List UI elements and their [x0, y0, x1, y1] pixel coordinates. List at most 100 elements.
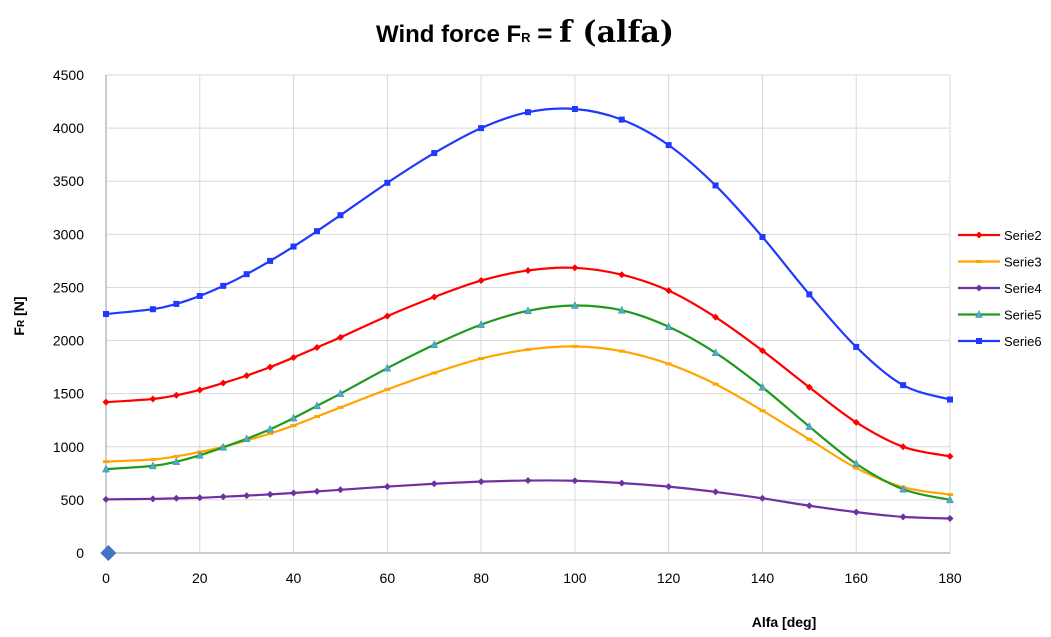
series-line-serie5 — [105, 304, 951, 501]
data-point-serie6 — [431, 150, 438, 157]
data-point-serie4 — [758, 494, 766, 502]
legend-item-serie2: Serie2 — [958, 228, 1042, 243]
data-point-serie5 — [711, 348, 720, 357]
data-point-serie2 — [758, 347, 766, 355]
data-point-serie4 — [852, 508, 860, 516]
data-point-serie3 — [618, 349, 625, 353]
x-tick-label: 100 — [563, 570, 587, 586]
series-serie6 — [103, 105, 953, 403]
legend-item-serie4: Serie4 — [958, 281, 1042, 296]
data-point-serie6 — [196, 292, 203, 299]
data-point-serie3 — [384, 387, 391, 391]
data-point-serie5 — [219, 442, 228, 451]
data-point-serie4 — [712, 488, 720, 496]
data-point-serie5 — [430, 340, 439, 349]
data-point-serie4 — [524, 477, 532, 485]
data-point-serie2 — [899, 443, 907, 451]
data-point-serie5 — [313, 401, 321, 410]
data-point-serie5 — [266, 424, 275, 433]
x-tick-label: 180 — [938, 570, 962, 586]
data-point-serie3 — [149, 458, 156, 462]
data-point-serie2 — [149, 395, 157, 403]
data-point-serie6 — [571, 105, 578, 112]
data-point-serie3 — [290, 424, 297, 428]
data-point-serie2 — [266, 363, 274, 371]
data-point-serie2 — [196, 386, 204, 394]
data-point-serie6 — [314, 228, 320, 235]
data-point-serie2 — [290, 354, 298, 362]
data-point-serie4 — [102, 495, 110, 503]
series-line-serie2 — [105, 266, 951, 458]
data-point-serie3 — [806, 437, 813, 441]
x-tick-label: 40 — [286, 570, 302, 586]
data-point-serie2 — [571, 264, 579, 272]
legend: Serie2 Serie3 Serie4 Serie5 Serie6 — [958, 228, 1042, 349]
data-point-serie3 — [173, 454, 180, 458]
data-point-serie2 — [618, 271, 626, 279]
data-point-serie3 — [314, 415, 320, 419]
data-point-serie4 — [946, 514, 954, 522]
legend-marker — [976, 260, 982, 263]
legend-item-serie3: Serie3 — [958, 255, 1042, 270]
data-point-serie3 — [103, 460, 109, 464]
legend-label: Serie3 — [1004, 255, 1042, 270]
data-point-serie2 — [665, 287, 673, 295]
data-point-serie5 — [946, 495, 954, 504]
data-point-serie5 — [524, 306, 532, 315]
data-point-serie5 — [172, 457, 181, 465]
data-point-serie3 — [431, 371, 438, 375]
x-tick-label: 0 — [102, 570, 110, 586]
x-tick-label: 60 — [380, 570, 396, 586]
data-point-serie5 — [102, 464, 110, 473]
data-point-serie3 — [712, 382, 719, 386]
data-point-serie2 — [430, 293, 438, 301]
data-point-serie5 — [899, 484, 908, 493]
data-point-serie3 — [947, 493, 953, 497]
y-tick-label: 2000 — [53, 333, 84, 349]
data-point-serie6 — [712, 182, 719, 189]
data-point-serie4 — [618, 479, 626, 487]
series-line-serie6 — [105, 107, 951, 401]
data-point-serie4 — [290, 489, 298, 497]
grid — [106, 74, 951, 553]
data-point-serie3 — [267, 432, 274, 435]
chart-title: Wind force FR = f (alfa) — [376, 15, 674, 50]
y-axis-label: FR [N] — [11, 296, 27, 335]
y-tick-label: 0 — [76, 545, 84, 561]
data-point-serie3 — [759, 409, 766, 413]
data-point-serie6 — [149, 306, 156, 313]
data-point-serie2 — [313, 343, 321, 351]
tick-labels: 0 500 1000 1500 2000 2500 3000 3500 4000 4500 0 20 4… — [53, 67, 962, 586]
legend-item-serie5: Serie5 — [958, 308, 1042, 323]
data-point-serie4 — [430, 480, 438, 488]
data-point-serie6 — [947, 396, 953, 403]
legend-marker — [975, 284, 983, 292]
legend-marker — [976, 338, 982, 344]
data-point-serie5 — [805, 422, 814, 430]
data-point-serie2 — [805, 383, 813, 391]
data-point-serie6 — [618, 116, 625, 123]
legend-marker — [975, 231, 983, 239]
series-serie2 — [102, 264, 954, 460]
data-point-serie3 — [571, 344, 578, 348]
data-point-serie6 — [267, 257, 274, 264]
data-point-serie5 — [852, 459, 861, 468]
y-tick-label: 1000 — [53, 439, 84, 455]
data-point-serie5 — [289, 413, 298, 422]
data-point-serie5 — [477, 320, 486, 328]
data-point-serie2 — [336, 333, 344, 341]
series-serie5 — [102, 300, 954, 504]
data-point-serie5 — [617, 305, 626, 314]
data-point-serie4 — [477, 478, 485, 486]
y-tick-label: 2500 — [53, 279, 84, 295]
series-serie3 — [103, 344, 953, 497]
data-point-serie2 — [383, 312, 391, 320]
chart-title-equals: = — [537, 18, 552, 48]
data-point-serie5 — [383, 363, 392, 372]
data-point-serie4 — [196, 494, 204, 502]
data-point-serie6 — [220, 282, 227, 289]
data-point-serie3 — [525, 348, 531, 352]
y-tick-label: 4500 — [53, 67, 84, 83]
data-point-serie2 — [852, 418, 860, 426]
legend-label: Serie2 — [1004, 228, 1042, 243]
